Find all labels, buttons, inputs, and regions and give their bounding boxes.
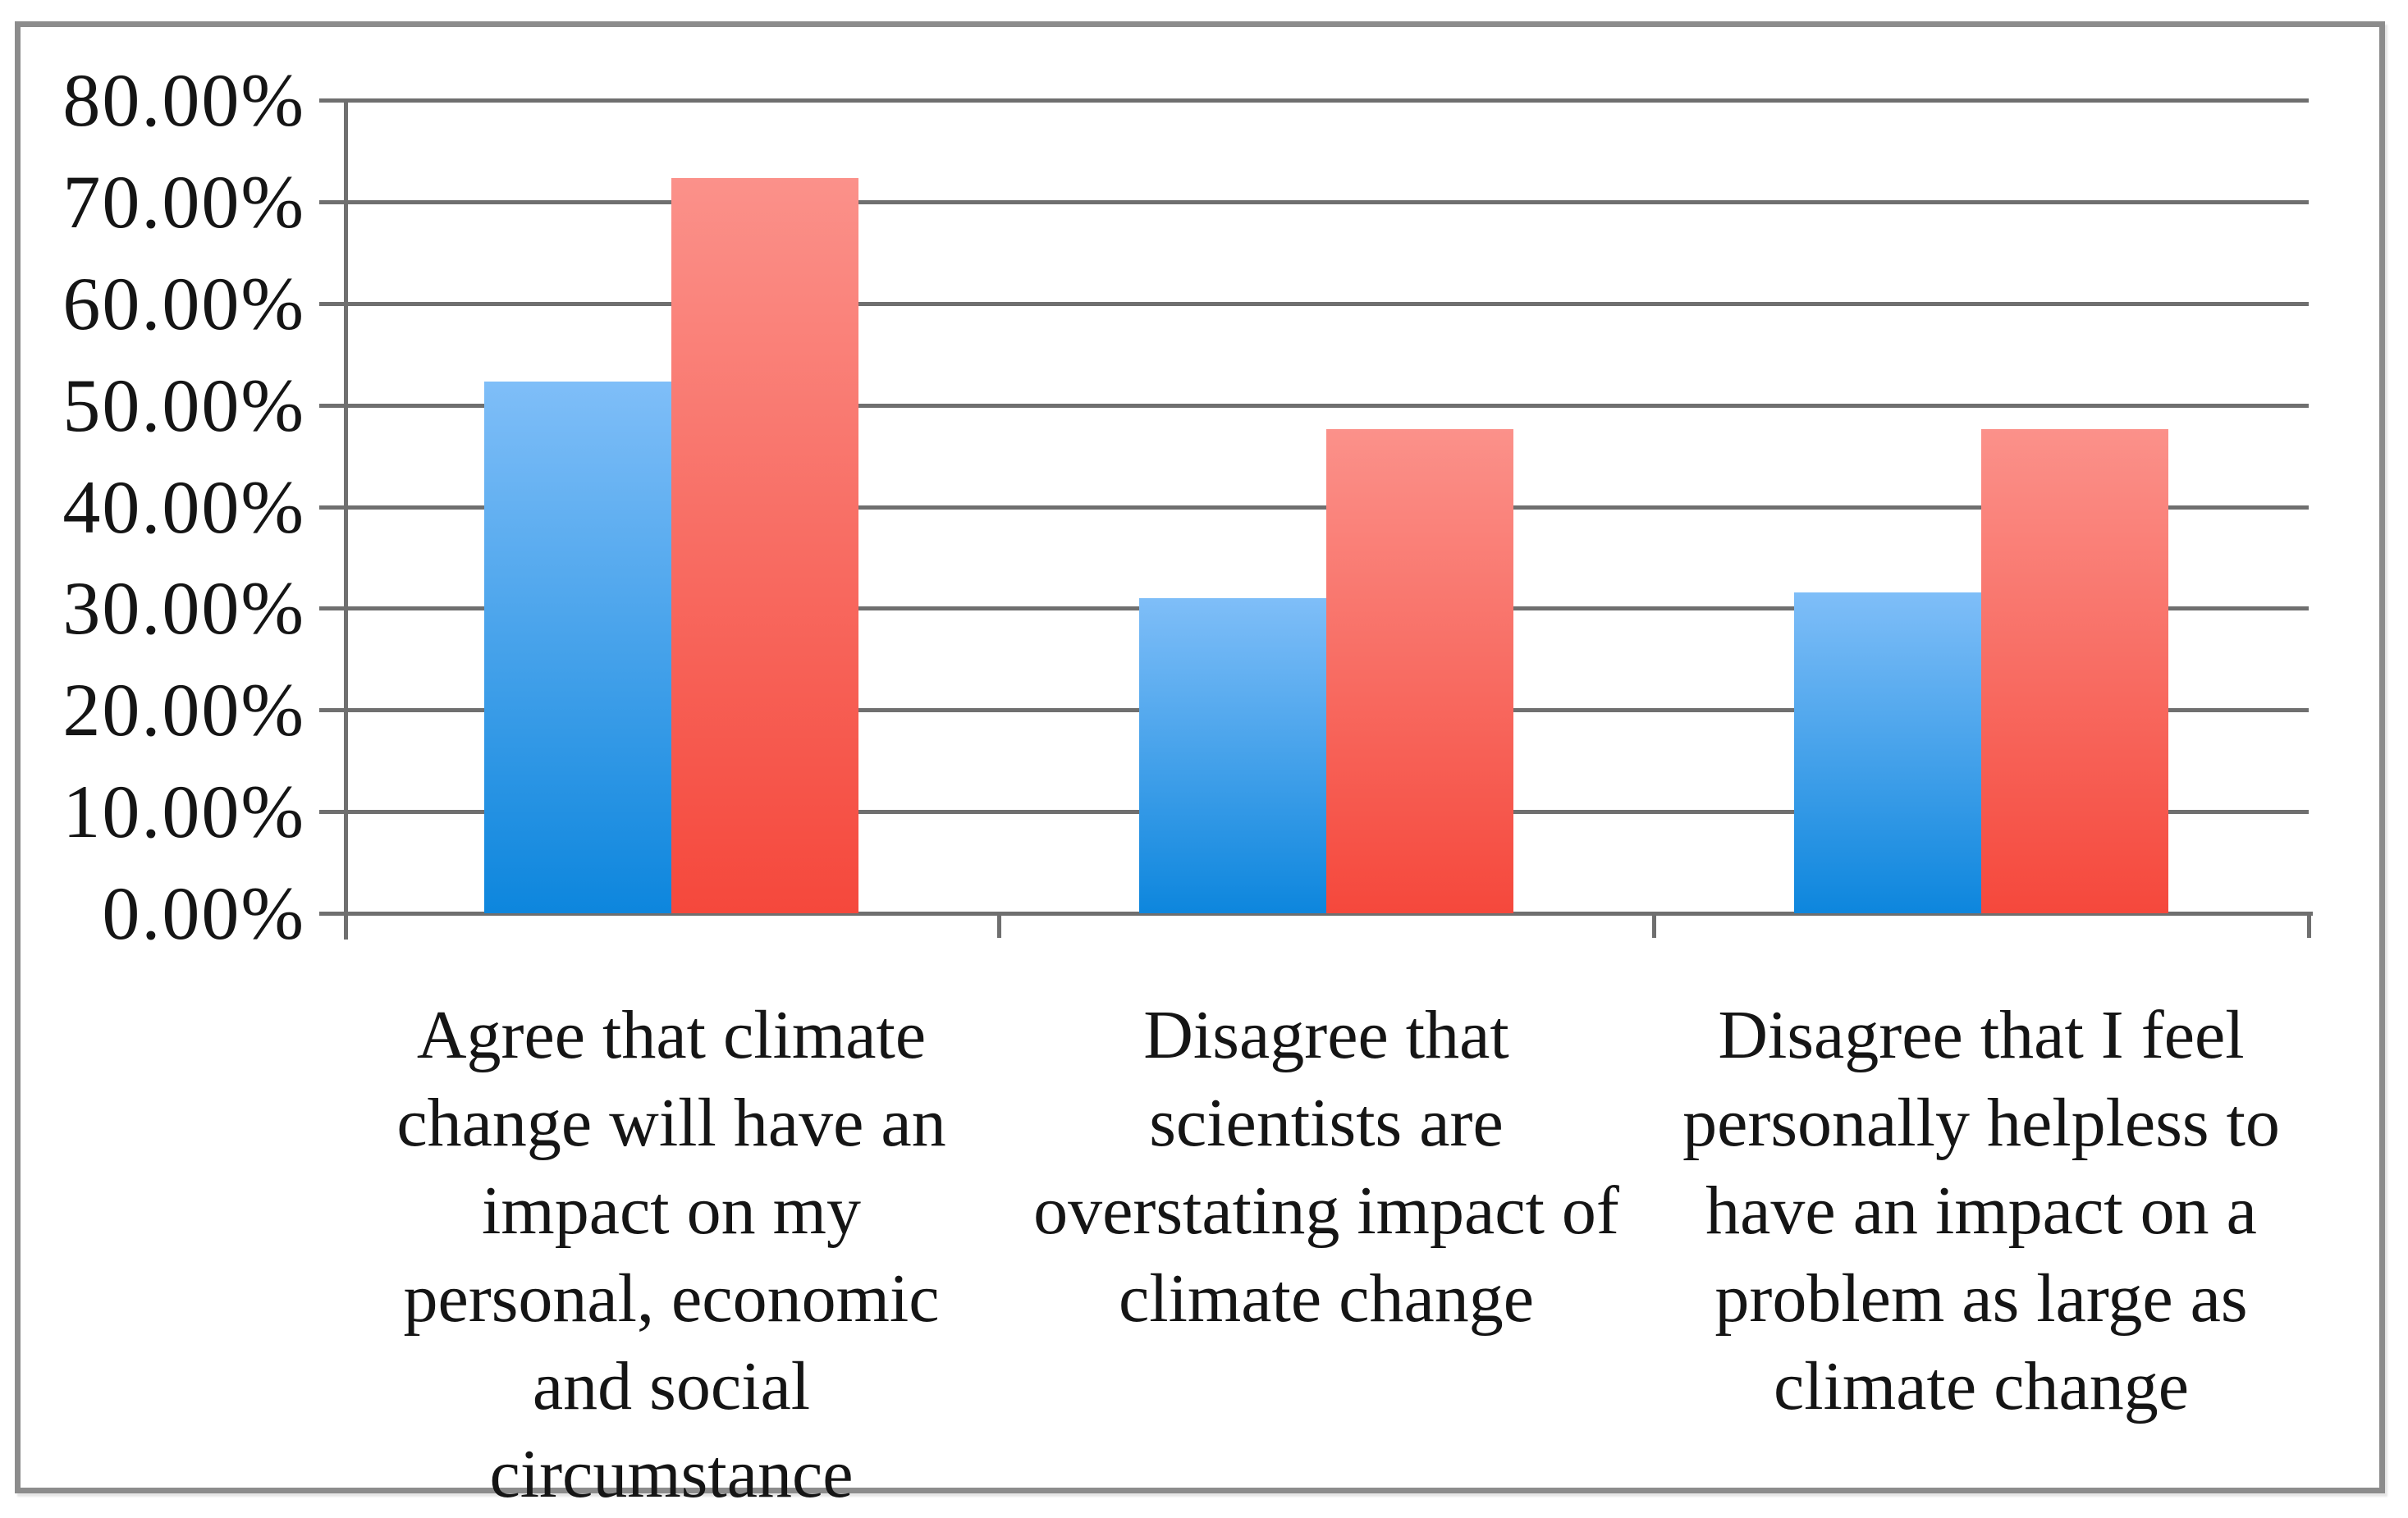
x-axis-line: [344, 912, 2313, 916]
bar-red-2: [1326, 429, 1513, 913]
y-tick-label: 40.00%: [62, 464, 305, 549]
bar-blue-2: [1139, 598, 1326, 913]
bar-red-3: [1981, 429, 2168, 913]
category-label-3: Disagree that I feel personally helpless…: [1682, 997, 2280, 1424]
y-tick-label: 70.00%: [62, 159, 305, 244]
bar-blue-3: [1794, 592, 1981, 913]
bar-red-1: [671, 178, 858, 913]
y-tick-label: 50.00%: [62, 363, 305, 447]
x-axis-tick: [2307, 913, 2311, 938]
y-axis-tick: [319, 98, 344, 103]
y-axis-tick: [319, 708, 344, 713]
y-tick-label: 60.00%: [62, 261, 305, 345]
y-axis-tick: [319, 912, 344, 916]
gridline-70: [344, 199, 2309, 204]
category-label-2: Disagree that scientists are overstating…: [1033, 997, 1619, 1337]
y-tick-label: 20.00%: [62, 668, 305, 752]
x-axis-tick: [1652, 913, 1656, 938]
y-axis-tick: [319, 606, 344, 611]
y-tick-label: 10.00%: [62, 770, 305, 854]
y-axis-tick: [319, 199, 344, 204]
gridline-50: [344, 403, 2309, 408]
y-axis-tick: [319, 301, 344, 306]
y-axis-tick: [319, 403, 344, 408]
y-tick-label: 0.00%: [102, 871, 305, 955]
y-axis-tick: [319, 505, 344, 510]
y-tick-label: 80.00%: [62, 58, 305, 142]
y-axis-tick: [319, 810, 344, 815]
y-tick-label: 30.00%: [62, 566, 305, 651]
y-axis-line: [344, 100, 348, 940]
bar-blue-1: [484, 382, 671, 913]
x-axis-tick: [997, 913, 1001, 938]
gridline-60: [344, 301, 2309, 306]
category-label-1: Agree that climate change will have an i…: [396, 997, 946, 1512]
gridline-80: [344, 98, 2309, 103]
